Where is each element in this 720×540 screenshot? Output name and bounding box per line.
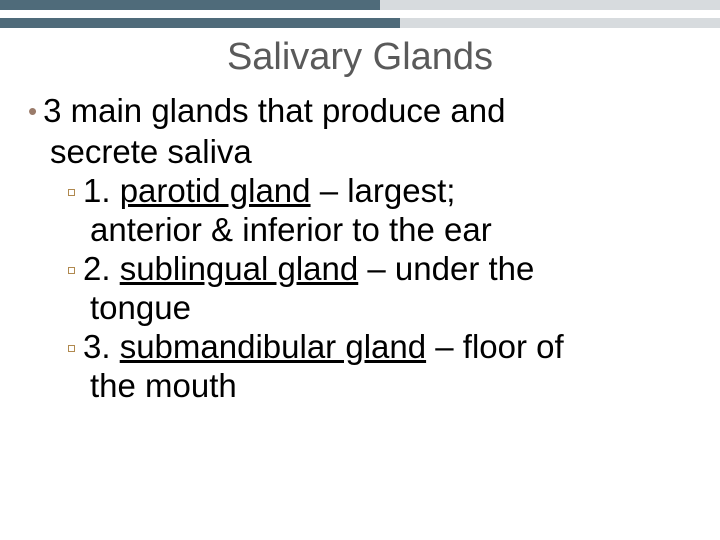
decor-stripe-light-2 — [400, 18, 720, 28]
subitem-3-post: – floor of — [426, 328, 564, 365]
subitem-3-line1: 3. submandibular gland – floor of — [68, 328, 700, 367]
subitem-2-pre: 2. — [83, 250, 120, 287]
decor-stripe-dark-2 — [0, 18, 400, 28]
decor-stripe-dark-1 — [0, 0, 380, 10]
subitem-2-line1: 2. sublingual gland – under the — [68, 250, 700, 289]
subitem-3-line2: the mouth — [90, 367, 700, 406]
subitem-2-term: sublingual gland — [120, 250, 359, 287]
subitem-3-pre: 3. — [83, 328, 120, 365]
subitem-2-line2: tongue — [90, 289, 700, 328]
subitem-1-pre: 1. — [83, 172, 120, 209]
square-bullet-icon — [68, 267, 75, 274]
l1-text-1: 3 main glands that produce and — [43, 92, 505, 129]
slide-body: •3 main glands that produce and secrete … — [28, 92, 700, 406]
subitem-3-term: submandibular gland — [120, 328, 426, 365]
square-bullet-icon — [68, 345, 75, 352]
subitem-1-term: parotid gland — [120, 172, 311, 209]
bullet-level1-line2: secrete saliva — [50, 133, 700, 172]
decor-stripe-light-1 — [380, 0, 720, 10]
disc-bullet-icon: • — [28, 96, 37, 127]
square-bullet-icon — [68, 189, 75, 196]
slide-title: Salivary Glands — [0, 36, 720, 79]
subitem-2-post: – under the — [358, 250, 534, 287]
subitem-1-post: – largest; — [311, 172, 456, 209]
subitem-1-line2: anterior & inferior to the ear — [90, 211, 700, 250]
slide: Salivary Glands •3 main glands that prod… — [0, 0, 720, 540]
bullet-level1-line1: •3 main glands that produce and — [28, 92, 700, 131]
subitem-1-line1: 1. parotid gland – largest; — [68, 172, 700, 211]
